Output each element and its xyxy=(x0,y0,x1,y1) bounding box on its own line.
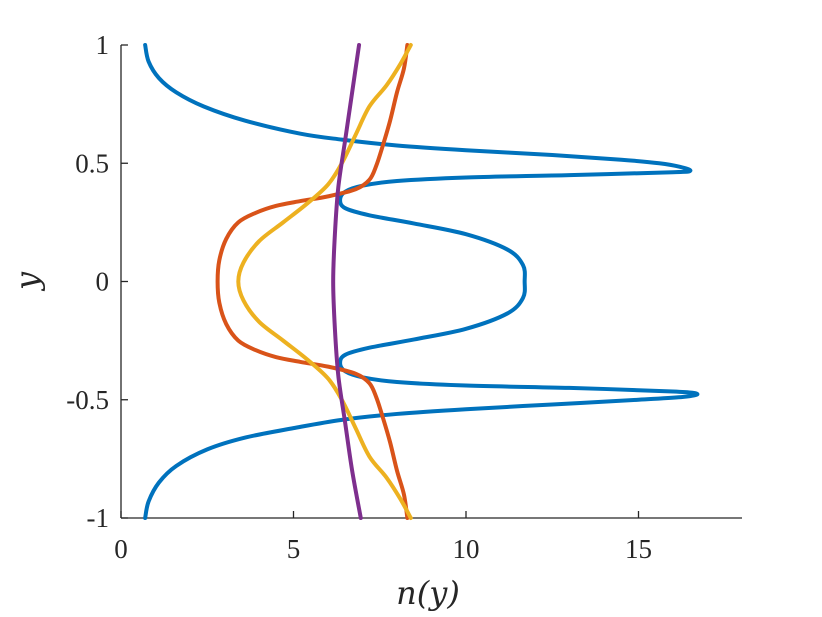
series-lines xyxy=(143,43,700,520)
series-line-purple xyxy=(331,43,363,520)
x-tick-label: 15 xyxy=(625,534,652,564)
x-axis-title: n(y) xyxy=(396,574,460,612)
x-tick-label: 0 xyxy=(114,534,128,564)
y-axis-title: y xyxy=(8,271,46,292)
series-line-blue xyxy=(143,43,700,520)
y-tick-label: 1 xyxy=(96,30,110,60)
ticks: 0 5 10 15 -1 -0.5 0 0.5 1 xyxy=(66,30,652,564)
x-tick-label: 5 xyxy=(287,534,301,564)
x-tick-label: 10 xyxy=(453,534,480,564)
y-tick-label: 0.5 xyxy=(75,148,109,178)
y-tick-label: -0.5 xyxy=(66,385,109,415)
y-tick-label: -1 xyxy=(87,503,110,533)
series-line-yellow xyxy=(236,43,413,520)
series-line-orange xyxy=(215,43,410,520)
y-tick-label: 0 xyxy=(96,267,110,297)
